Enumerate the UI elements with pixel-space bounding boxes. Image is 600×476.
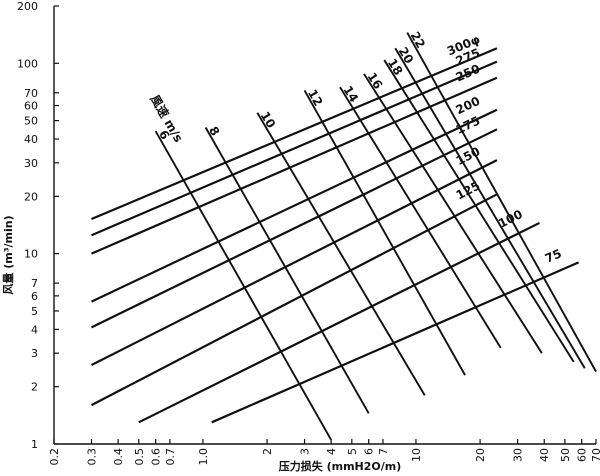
y-tick-label: 100 xyxy=(17,57,38,70)
diameter-line-275 xyxy=(91,60,498,237)
x-tick-label: 0.5 xyxy=(133,448,146,466)
diameter-label-200: 200 xyxy=(454,94,483,117)
y-tick-label: 40 xyxy=(24,133,38,146)
x-tick-label: 40 xyxy=(538,448,551,462)
x-tick-label: 6 xyxy=(363,448,376,455)
y-tick-label: 4 xyxy=(31,323,38,336)
x-tick-label: 0.2 xyxy=(48,448,61,466)
x-tick-label: 0.6 xyxy=(150,448,163,466)
velocity-line-20 xyxy=(394,47,586,369)
x-axis-title: 压力损失 (mmH2O/m) xyxy=(279,459,402,473)
diameter-line-150 xyxy=(91,159,498,366)
x-tick-label: 2 xyxy=(261,448,274,455)
diameter-line-200 xyxy=(91,108,498,303)
y-tick-label: 70 xyxy=(24,87,38,100)
x-tick-label: 50 xyxy=(559,448,572,462)
velocity-label-14: 14 xyxy=(340,83,361,105)
x-ticks: 0.2 0.3 0.4 0.5 0.6 0.7 1.0 2 3 4 5 6 7 10 20 30 40 50 60 7… xyxy=(48,439,600,466)
x-tick-label: 20 xyxy=(474,448,487,462)
diameter-label-175: 175 xyxy=(454,113,483,137)
y-tick-label: 200 xyxy=(17,0,38,13)
velocity-line-16 xyxy=(363,73,543,354)
x-tick-label: 70 xyxy=(590,448,600,462)
velocity-label-12: 12 xyxy=(305,87,325,108)
velocity-label-8: 8 xyxy=(206,124,222,138)
y-axis-title: 风量 (m³/min) xyxy=(1,215,15,294)
y-tick-label: 60 xyxy=(24,100,38,113)
y-tick-label: 6 xyxy=(31,290,38,303)
x-tick-label: 0.7 xyxy=(164,448,177,466)
diameter-line-300 xyxy=(91,47,498,221)
y-tick-label: 50 xyxy=(24,115,38,128)
x-tick-label: 1.0 xyxy=(197,448,210,466)
y-tick-label: 3 xyxy=(31,347,38,360)
y-tick-label: 7 xyxy=(31,277,38,290)
y-tick-label: 2 xyxy=(31,381,38,394)
diameter-label-125: 125 xyxy=(454,179,483,203)
x-tick-label: 3 xyxy=(299,448,312,455)
velocity-label-22: 22 xyxy=(408,29,428,50)
x-tick-label: 60 xyxy=(576,448,589,462)
velocity-label-16: 16 xyxy=(364,70,385,92)
y-tick-label: 20 xyxy=(24,190,38,203)
velocity-line-18 xyxy=(383,59,575,363)
x-tick-label: 5 xyxy=(346,448,359,455)
velocity-line-6 xyxy=(154,130,333,441)
velocity-line-14 xyxy=(339,86,502,349)
x-tick-label: 4 xyxy=(325,448,338,455)
x-axis: 0.2 0.3 0.4 0.5 0.6 0.7 1.0 2 3 4 5 6 7 10 20 30 40 50 60 7… xyxy=(48,439,600,473)
velocity-line-8 xyxy=(204,127,370,414)
diameter-line-75 xyxy=(211,261,580,424)
diameter-line-100 xyxy=(138,221,540,424)
x-tick-label: 30 xyxy=(512,448,525,462)
diameter-label-75: 75 xyxy=(543,246,564,266)
y-tick-label: 5 xyxy=(31,305,38,318)
diameter-line-175 xyxy=(91,128,498,329)
x-tick-label: 0.4 xyxy=(112,448,125,466)
diameter-label-100: 100 xyxy=(496,207,525,231)
x-tick-label: 7 xyxy=(377,448,390,455)
y-tick-label: 10 xyxy=(24,248,38,261)
y-tick-label: 1 xyxy=(31,438,38,451)
diameter-line-125 xyxy=(91,193,498,407)
velocity-line-22 xyxy=(406,32,597,373)
y-tick-label: 30 xyxy=(24,157,38,170)
velocity-line-12 xyxy=(303,89,466,376)
series-lines xyxy=(91,32,597,441)
x-tick-label: 0.3 xyxy=(86,448,99,466)
velocity-label-10: 10 xyxy=(258,109,279,131)
x-tick-label: 10 xyxy=(410,448,423,462)
velocity-line-10 xyxy=(256,112,426,396)
